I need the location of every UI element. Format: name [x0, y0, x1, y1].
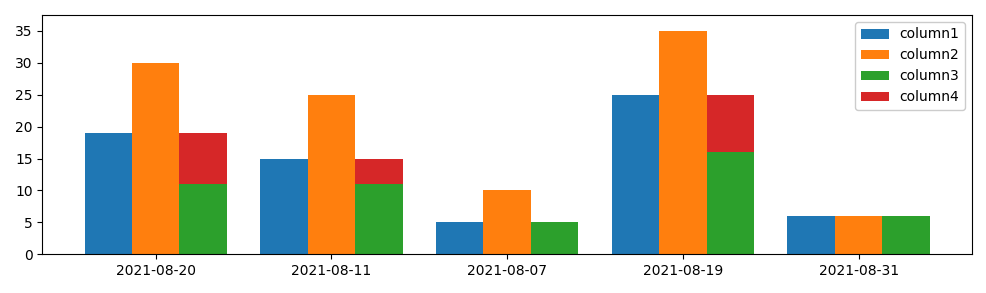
Bar — [355, 184, 402, 254]
Bar — [881, 216, 929, 254]
Bar — [834, 216, 881, 254]
Bar — [787, 216, 834, 254]
Bar — [530, 222, 578, 254]
Bar — [260, 159, 308, 254]
Bar — [611, 95, 659, 254]
Bar — [483, 190, 530, 254]
Bar — [179, 184, 227, 254]
Bar — [706, 152, 753, 254]
Bar — [355, 159, 402, 184]
Legend: column1, column2, column3, column4: column1, column2, column3, column4 — [854, 22, 964, 110]
Bar — [659, 31, 706, 254]
Bar — [132, 63, 179, 254]
Bar — [436, 222, 483, 254]
Bar — [706, 95, 753, 152]
Bar — [308, 95, 355, 254]
Bar — [179, 133, 227, 184]
Bar — [85, 133, 132, 254]
